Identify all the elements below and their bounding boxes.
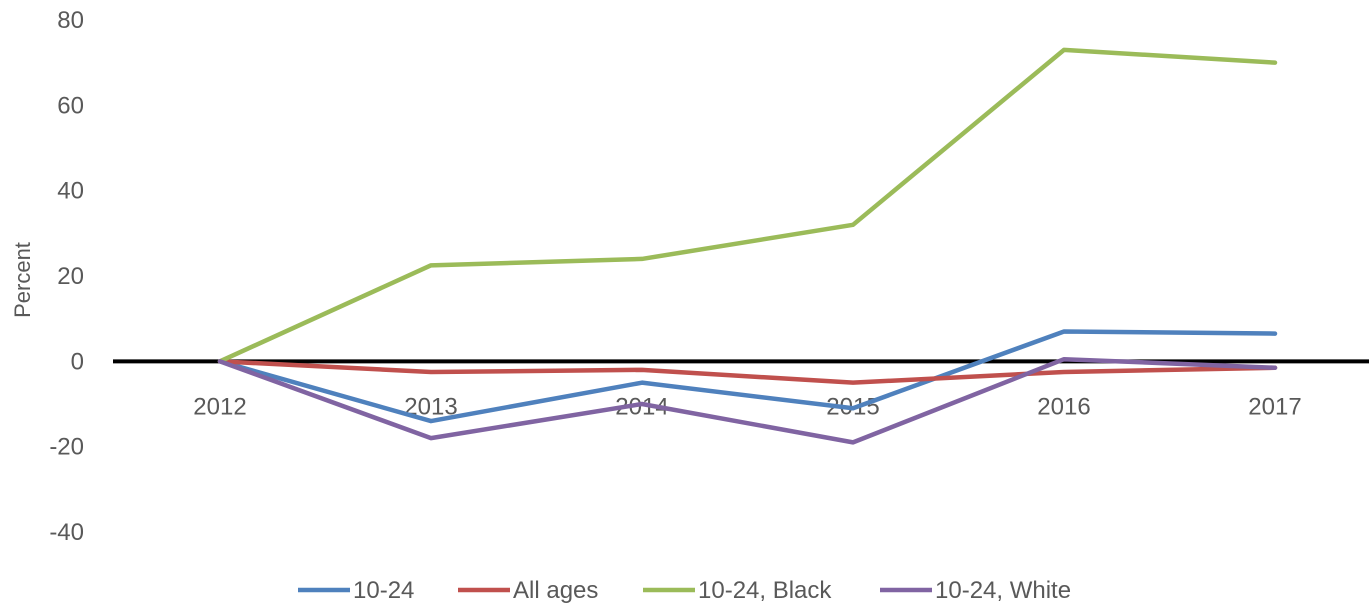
y-tick-label: 60 [57,92,84,119]
series-line [217,356,1278,445]
y-tick-label: -20 [49,434,84,461]
series-line [217,329,1278,424]
series-line [217,359,1278,385]
legend-label: All ages [513,577,598,604]
y-tick-labels: -40 -20 0 20 40 60 80 [49,7,84,546]
x-tick-labels: 2012 2013 2014 2015 2016 2017 [193,393,1301,420]
legend-label: 10-24, White [935,577,1071,604]
x-tick-label: 2012 [193,393,246,420]
series-line [217,47,1278,364]
legend: 10-24 All ages 10-24, Black 10-24, White [298,577,1071,604]
legend-label: 10-24 [353,577,414,604]
x-tick-label: 2016 [1037,393,1090,420]
y-axis-title: Percent [10,242,35,318]
y-tick-label: 40 [57,178,84,205]
y-tick-label: 0 [71,348,84,375]
y-tick-label: -40 [49,519,84,546]
y-tick-label: 20 [57,263,84,290]
y-tick-label: 80 [57,7,84,34]
x-tick-label: 2017 [1248,393,1301,420]
series-lines [217,47,1278,445]
legend-label: 10-24, Black [698,577,832,604]
